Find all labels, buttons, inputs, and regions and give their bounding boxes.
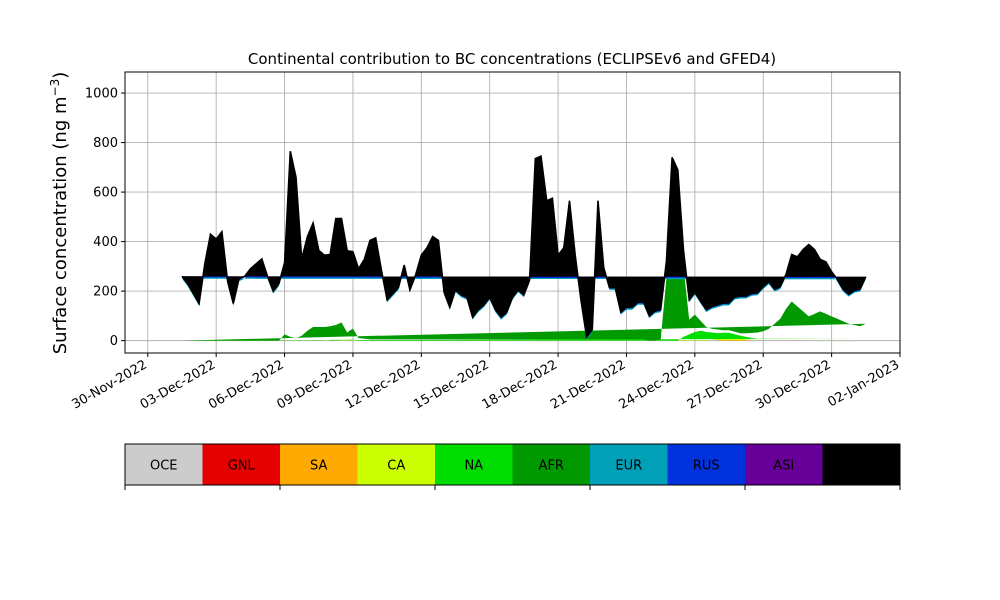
y-axis-ticks: 0 200 400 600 800 1000 bbox=[85, 87, 125, 349]
legend-swatch-na bbox=[435, 444, 513, 485]
legend-swatch-rus bbox=[667, 444, 746, 485]
legend-swatch-gnl bbox=[202, 444, 281, 485]
x-tick-label: 27-Dec-2022 bbox=[685, 357, 765, 412]
y-axis-label-exponent: −3 bbox=[48, 79, 62, 97]
x-tick-label: 18-Dec-2022 bbox=[480, 357, 560, 412]
legend-label-aus: AUS bbox=[848, 459, 875, 474]
colorbar-legend: OCE GNL SA CA NA AFR EUR RUS ASI AUS bbox=[124, 443, 901, 490]
y-tick-label: 800 bbox=[93, 136, 118, 151]
legend-swatch-sa bbox=[280, 444, 358, 485]
y-tick-label: 200 bbox=[93, 285, 118, 300]
x-tick-label: 24-Dec-2022 bbox=[616, 357, 696, 412]
area-aus bbox=[182, 151, 866, 337]
grid bbox=[125, 72, 901, 353]
y-tick-label: 400 bbox=[93, 235, 118, 250]
x-tick-label: 12-Dec-2022 bbox=[343, 357, 423, 412]
area-afr bbox=[182, 167, 866, 341]
legend-swatch-afr bbox=[512, 444, 591, 485]
legend-label-sa: SA bbox=[310, 459, 327, 474]
legend-label-asi: ASI bbox=[773, 459, 794, 474]
x-tick-label: 21-Dec-2022 bbox=[548, 357, 628, 412]
x-tick-label: 06-Dec-2022 bbox=[206, 357, 286, 412]
legend-label-gnl: GNL bbox=[228, 459, 256, 474]
legend-label-eur: EUR bbox=[615, 459, 642, 474]
y-axis-label-main: Surface concentration (ng m bbox=[50, 96, 71, 354]
x-tick-label: 30-Nov-2022 bbox=[70, 357, 150, 412]
x-tick-label: 30-Dec-2022 bbox=[753, 357, 833, 412]
y-tick-label: 0 bbox=[110, 334, 118, 349]
legend-swatch-eur bbox=[590, 444, 668, 485]
x-tick-label: 03-Dec-2022 bbox=[138, 357, 218, 412]
y-axis-label: Surface concentration (ng m−3) bbox=[48, 72, 71, 355]
x-tick-label: 09-Dec-2022 bbox=[275, 357, 355, 412]
x-tick-label: 02-Jan-2023 bbox=[825, 357, 902, 410]
legend-swatch-asi bbox=[745, 444, 823, 485]
legend-swatch-ca bbox=[357, 444, 436, 485]
chart-title: Continental contribution to BC concentra… bbox=[248, 50, 776, 68]
legend-label-rus: RUS bbox=[693, 459, 720, 474]
legend-label-afr: AFR bbox=[539, 459, 564, 474]
y-axis-label-close: ) bbox=[50, 72, 71, 79]
y-tick-label: 1000 bbox=[85, 87, 118, 102]
y-tick-label: 600 bbox=[93, 186, 118, 201]
x-axis-ticks: 30-Nov-202203-Dec-202206-Dec-202209-Dec-… bbox=[70, 353, 902, 413]
axes-frame bbox=[124, 71, 901, 354]
area-na bbox=[182, 330, 866, 341]
plot-area: 0 200 400 600 800 1000 30-Nov-202203-Dec-2022… bbox=[70, 71, 902, 413]
legend-label-oce: OCE bbox=[150, 459, 178, 474]
x-tick-label: 15-Dec-2022 bbox=[411, 357, 491, 412]
total-concentration-line bbox=[181, 151, 867, 339]
legend-label-na: NA bbox=[464, 459, 483, 474]
legend-frame bbox=[124, 443, 901, 486]
legend-swatch-aus bbox=[822, 444, 901, 485]
legend-label-ca: CA bbox=[387, 459, 405, 474]
legend-swatch-oce bbox=[125, 444, 203, 485]
